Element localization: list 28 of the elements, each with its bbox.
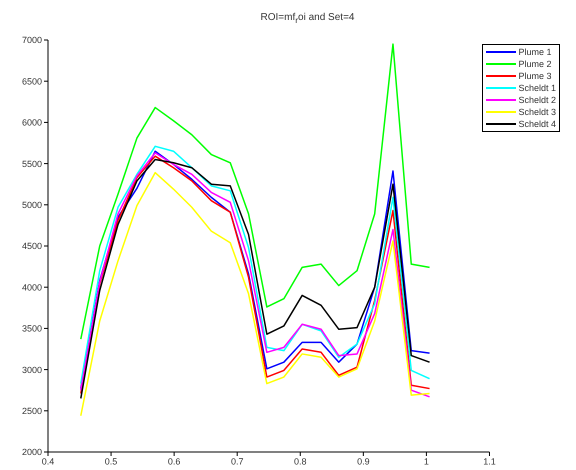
line-series [80,43,430,340]
x-tick-label: 0.5 [104,456,118,466]
legend-label: Scheldt 1 [518,82,556,94]
y-tick-label: 5000 [22,200,42,210]
y-tick-label: 2000 [22,447,42,458]
y-tick-label: 4000 [22,282,42,292]
legend-label: Plume 3 [518,70,552,82]
chart-title: ROI=mf$_{r}$oi and Set=4 [260,12,354,25]
legend-label: Scheldt 2 [518,94,556,106]
x-tick-label: 0.9 [357,456,370,466]
y-tick-label: 2500 [22,406,42,416]
x-tick-label: 1 [424,456,429,466]
x-tick-label: 0.6 [168,456,180,466]
x-tick-label: 0.4 [42,456,54,466]
x-tick-label: 0.7 [230,456,244,466]
y-tick-label: 7000 [22,35,42,46]
y-tick-label: 3500 [22,324,42,334]
y-tick-label: 5500 [22,158,42,169]
y-tick-label: 3000 [22,364,42,375]
legend-label: Scheldt 4 [518,118,556,130]
y-tick-label: 6500 [22,76,42,86]
legend-label: Scheldt 3 [518,106,556,118]
y-tick-label: 4500 [22,241,42,252]
legend-label: Plume 1 [518,46,552,58]
legend-label: Plume 2 [518,58,552,70]
y-tick-label: 6000 [22,118,42,128]
x-tick-label: 0.8 [294,456,307,466]
x-tick-label: 1.1 [483,456,496,466]
